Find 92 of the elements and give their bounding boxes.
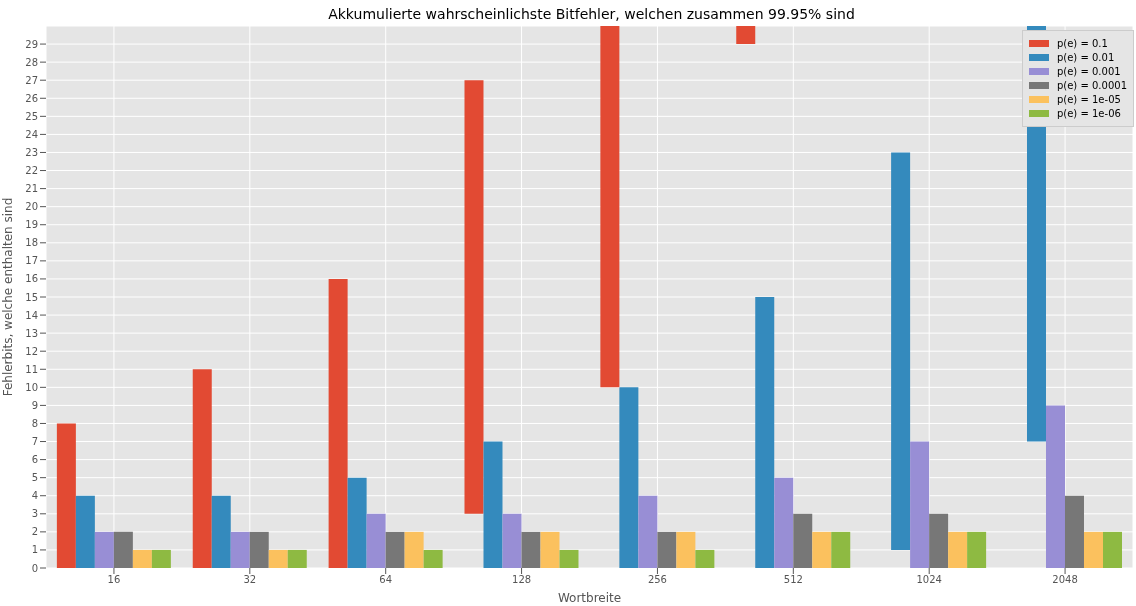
x-tick-label: 512 bbox=[783, 574, 803, 586]
y-tick-label: 6 bbox=[31, 454, 38, 466]
y-tick-label: 5 bbox=[31, 472, 38, 484]
y-tick-label: 12 bbox=[25, 345, 38, 357]
bar bbox=[619, 387, 639, 568]
y-tick-label: 7 bbox=[31, 436, 38, 448]
x-tick-label: 32 bbox=[243, 574, 257, 586]
bar bbox=[385, 531, 405, 568]
bar bbox=[268, 549, 288, 568]
legend-label: p(e) = 0.1 bbox=[1056, 38, 1108, 49]
bar bbox=[75, 495, 95, 568]
bar bbox=[657, 531, 677, 568]
y-tick-label: 8 bbox=[31, 418, 38, 430]
bar bbox=[1102, 531, 1122, 568]
bar bbox=[347, 477, 367, 568]
bar bbox=[910, 441, 930, 568]
bar bbox=[967, 531, 987, 568]
bar bbox=[755, 297, 775, 568]
bar bbox=[56, 423, 76, 568]
y-tick-label: 14 bbox=[25, 309, 38, 321]
bar bbox=[521, 531, 541, 568]
bar bbox=[328, 278, 348, 568]
bar bbox=[793, 513, 813, 568]
legend-label: p(e) = 0.0001 bbox=[1056, 80, 1127, 91]
bar bbox=[600, 26, 620, 388]
y-tick-label: 18 bbox=[25, 237, 38, 249]
legend-label: p(e) = 0.01 bbox=[1056, 52, 1115, 63]
bar bbox=[774, 477, 794, 568]
bar bbox=[736, 26, 756, 45]
x-tick-label: 2048 bbox=[1052, 574, 1078, 586]
bar bbox=[151, 549, 171, 568]
y-tick-label: 28 bbox=[25, 56, 38, 68]
bar bbox=[464, 80, 484, 514]
bar bbox=[366, 513, 386, 568]
bar bbox=[230, 531, 250, 568]
y-tick-label: 15 bbox=[25, 291, 38, 303]
bar bbox=[559, 549, 579, 568]
bar bbox=[929, 513, 949, 568]
bar bbox=[676, 531, 696, 568]
legend-label: p(e) = 0.001 bbox=[1056, 66, 1121, 77]
y-tick-label: 27 bbox=[25, 74, 38, 86]
bar bbox=[891, 152, 911, 550]
bar bbox=[1045, 405, 1065, 568]
chart-title: Akkumulierte wahrscheinlichste Bitfehler, welchen zusammen 99.95% sind bbox=[327, 6, 856, 22]
y-axis-title: Fehlerbits, welche enthalten sind bbox=[1, 197, 16, 397]
y-tick-label: 4 bbox=[31, 490, 38, 502]
x-tick-label: 64 bbox=[379, 574, 393, 586]
bar bbox=[502, 513, 522, 568]
y-tick-label: 9 bbox=[31, 399, 38, 411]
y-tick-label: 13 bbox=[25, 327, 38, 339]
bar bbox=[695, 549, 715, 568]
y-tick-label: 22 bbox=[25, 165, 38, 177]
y-tick-label: 24 bbox=[25, 128, 38, 140]
y-tick-label: 25 bbox=[25, 110, 38, 122]
y-tick-label: 17 bbox=[25, 255, 38, 267]
legend-label: p(e) = 1e-05 bbox=[1056, 94, 1121, 105]
y-tick-label: 19 bbox=[25, 219, 38, 231]
bar bbox=[831, 531, 851, 568]
bar bbox=[287, 549, 307, 568]
y-tick-label: 16 bbox=[25, 273, 38, 285]
x-tick-label: 1024 bbox=[916, 574, 942, 586]
y-tick-label: 26 bbox=[25, 92, 38, 104]
y-tick-label: 11 bbox=[25, 363, 38, 375]
y-tick-label: 1 bbox=[31, 544, 38, 556]
bar bbox=[1064, 495, 1084, 568]
y-tick-label: 29 bbox=[25, 38, 38, 50]
bar bbox=[423, 549, 443, 568]
x-tick-label: 128 bbox=[512, 574, 532, 586]
x-tick-label: 16 bbox=[107, 574, 121, 586]
y-tick-label: 10 bbox=[25, 381, 38, 393]
bar bbox=[1083, 531, 1103, 568]
y-tick-label: 23 bbox=[25, 147, 38, 159]
y-tick-label: 3 bbox=[31, 508, 38, 520]
legend-label: p(e) = 1e-06 bbox=[1056, 108, 1121, 119]
bar bbox=[192, 369, 212, 568]
bar bbox=[132, 549, 152, 568]
x-axis-title: Wortbreite bbox=[557, 591, 622, 605]
bar bbox=[812, 531, 832, 568]
y-tick-label: 21 bbox=[25, 183, 38, 195]
bar bbox=[249, 531, 269, 568]
bar bbox=[638, 495, 658, 568]
y-tick-label: 2 bbox=[31, 526, 38, 538]
bar bbox=[113, 531, 133, 568]
x-tick-label: 256 bbox=[647, 574, 667, 586]
bar bbox=[94, 531, 114, 568]
bar bbox=[540, 531, 560, 568]
bar bbox=[404, 531, 424, 568]
y-tick-label: 0 bbox=[31, 562, 38, 574]
bar bbox=[948, 531, 968, 568]
bar bbox=[211, 495, 231, 568]
bar bbox=[483, 441, 503, 568]
y-tick-label: 20 bbox=[25, 201, 38, 213]
